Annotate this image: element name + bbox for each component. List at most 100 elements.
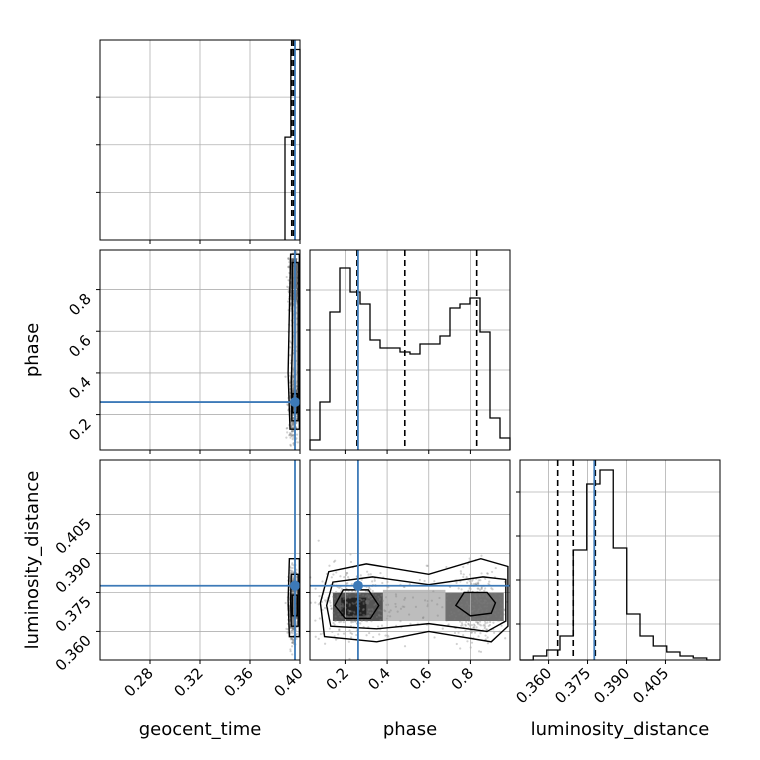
2_0-sample-point: [291, 626, 294, 630]
1_0-sample-point: [292, 387, 295, 390]
2_1-sample-point: [453, 598, 456, 601]
2_1-sample-point: [470, 641, 474, 644]
phase-hist: [309, 267, 511, 450]
1_0-sample-point: [295, 287, 298, 290]
2_1-sample-point: [347, 576, 350, 579]
2_1-sample-point: [486, 621, 489, 624]
1_0-sample-point: [291, 376, 294, 379]
2_0-sample-point: [291, 626, 294, 629]
luminosity-distance-ytick-label-0: 0.405: [52, 515, 95, 558]
1_0-sample-point: [288, 381, 291, 384]
phase-axis-label: phase: [383, 719, 437, 740]
2_1-sample-point: [483, 605, 486, 608]
2_1-sample-point: [426, 605, 429, 608]
2_1-sample-point: [380, 614, 383, 618]
1_0-sample-point: [286, 426, 289, 430]
2_1-sample-point: [453, 631, 457, 635]
2_0-sample-point: [291, 619, 294, 623]
2_1-sample-point: [477, 608, 480, 611]
2_0-sample-point: [292, 622, 295, 625]
2_1-sample-point: [378, 597, 382, 600]
1_0-sample-point: [289, 444, 292, 447]
2_1-sample-point: [408, 613, 411, 616]
2_1-sample-point: [478, 594, 481, 597]
2_1-sample-point: [426, 600, 429, 603]
2_1-sample-point: [371, 589, 374, 593]
2_2-xtick-label-1: 0.375: [551, 664, 594, 707]
2_1-xtick-label-0: 0.2: [323, 664, 353, 694]
2_1-contour-3: [454, 591, 497, 617]
2_1-sample-point: [364, 600, 368, 603]
luminosity-distance-ytick-label-1: 0.390: [52, 554, 95, 597]
2_1-sample-point: [350, 632, 354, 635]
1_0-sample-point: [291, 390, 294, 393]
2_1-sample-point: [475, 582, 478, 585]
2_1-sample-point: [485, 595, 489, 598]
2_1-sample-point: [467, 619, 470, 623]
1_0-sample-point: [292, 416, 295, 420]
2_1-sample-point: [455, 642, 458, 646]
2_1-sample-point: [476, 582, 479, 586]
1_0-sample-point: [292, 434, 295, 437]
2_1-sample-point: [500, 596, 503, 599]
1_0-sample-point: [291, 430, 294, 433]
2_1-sample-point: [371, 580, 374, 583]
2_1-sample-point: [318, 617, 321, 620]
2_1-sample-point: [496, 619, 500, 622]
2_1-sample-point: [491, 601, 494, 604]
2_1-sample-point: [360, 599, 363, 602]
2_1-sample-point: [348, 610, 351, 613]
2_1-sample-point: [484, 625, 487, 628]
1_0-sample-point: [292, 380, 295, 383]
2_1-sample-point: [425, 564, 428, 567]
2_0-sample-point: [292, 618, 295, 622]
1_0-sample-point: [290, 426, 293, 429]
2_1-sample-point: [317, 603, 320, 606]
2_1-sample-point: [481, 602, 484, 605]
2_1-sample-point: [472, 608, 475, 612]
phase-ytick-label-1: 0.4: [65, 373, 95, 403]
2_1-sample-point: [368, 631, 371, 635]
1_0-sample-point: [291, 387, 294, 391]
1_0-sample-point: [288, 354, 292, 357]
2_1-sample-point: [332, 573, 335, 576]
2_1-sample-point: [483, 592, 486, 595]
2_1-sample-point: [477, 609, 480, 612]
2_1-sample-point: [476, 611, 479, 614]
2_0-sample-point: [289, 571, 292, 575]
1_0-sample-point: [287, 257, 290, 260]
2_1-sample-point: [361, 608, 365, 612]
p22-frame: [519, 459, 721, 661]
2_0-truth-point: [290, 580, 300, 591]
2_1-sample-point: [446, 594, 449, 597]
1_0-density-cell-1: [291, 258, 297, 300]
2_1-sample-point: [364, 590, 367, 593]
2_1-sample-point: [342, 632, 346, 635]
2_1-sample-point: [448, 614, 451, 617]
2_1-sample-point: [358, 600, 361, 603]
2_1-sample-point: [348, 602, 351, 606]
2_1-sample-point: [366, 593, 369, 597]
2_0-sample-point: [292, 602, 295, 605]
2_1-sample-point: [333, 635, 336, 638]
2_1-sample-point: [381, 581, 384, 585]
2_0-sample-point: [291, 617, 294, 620]
2_1-sample-point: [472, 623, 476, 626]
1_0-sample-point: [292, 434, 295, 437]
2_1-sample-point: [491, 588, 494, 591]
2_0-sample-point: [292, 617, 295, 620]
2_1-sample-point: [474, 611, 478, 614]
2_1-sample-point: [362, 594, 365, 597]
2_1-sample-point: [328, 627, 332, 630]
1_0-sample-point: [290, 429, 294, 433]
2_1-sample-point: [334, 559, 337, 562]
2_1-sample-point: [328, 564, 331, 567]
2_1-sample-point: [488, 597, 491, 600]
1_0-sample-point: [291, 383, 294, 386]
2_0-sample-point: [291, 637, 294, 640]
2_0-sample-point: [292, 617, 295, 620]
2_1-sample-point: [367, 614, 370, 618]
2_1-sample-point: [334, 619, 337, 622]
2_1-sample-point: [352, 614, 355, 617]
2_1-sample-point: [457, 587, 460, 590]
